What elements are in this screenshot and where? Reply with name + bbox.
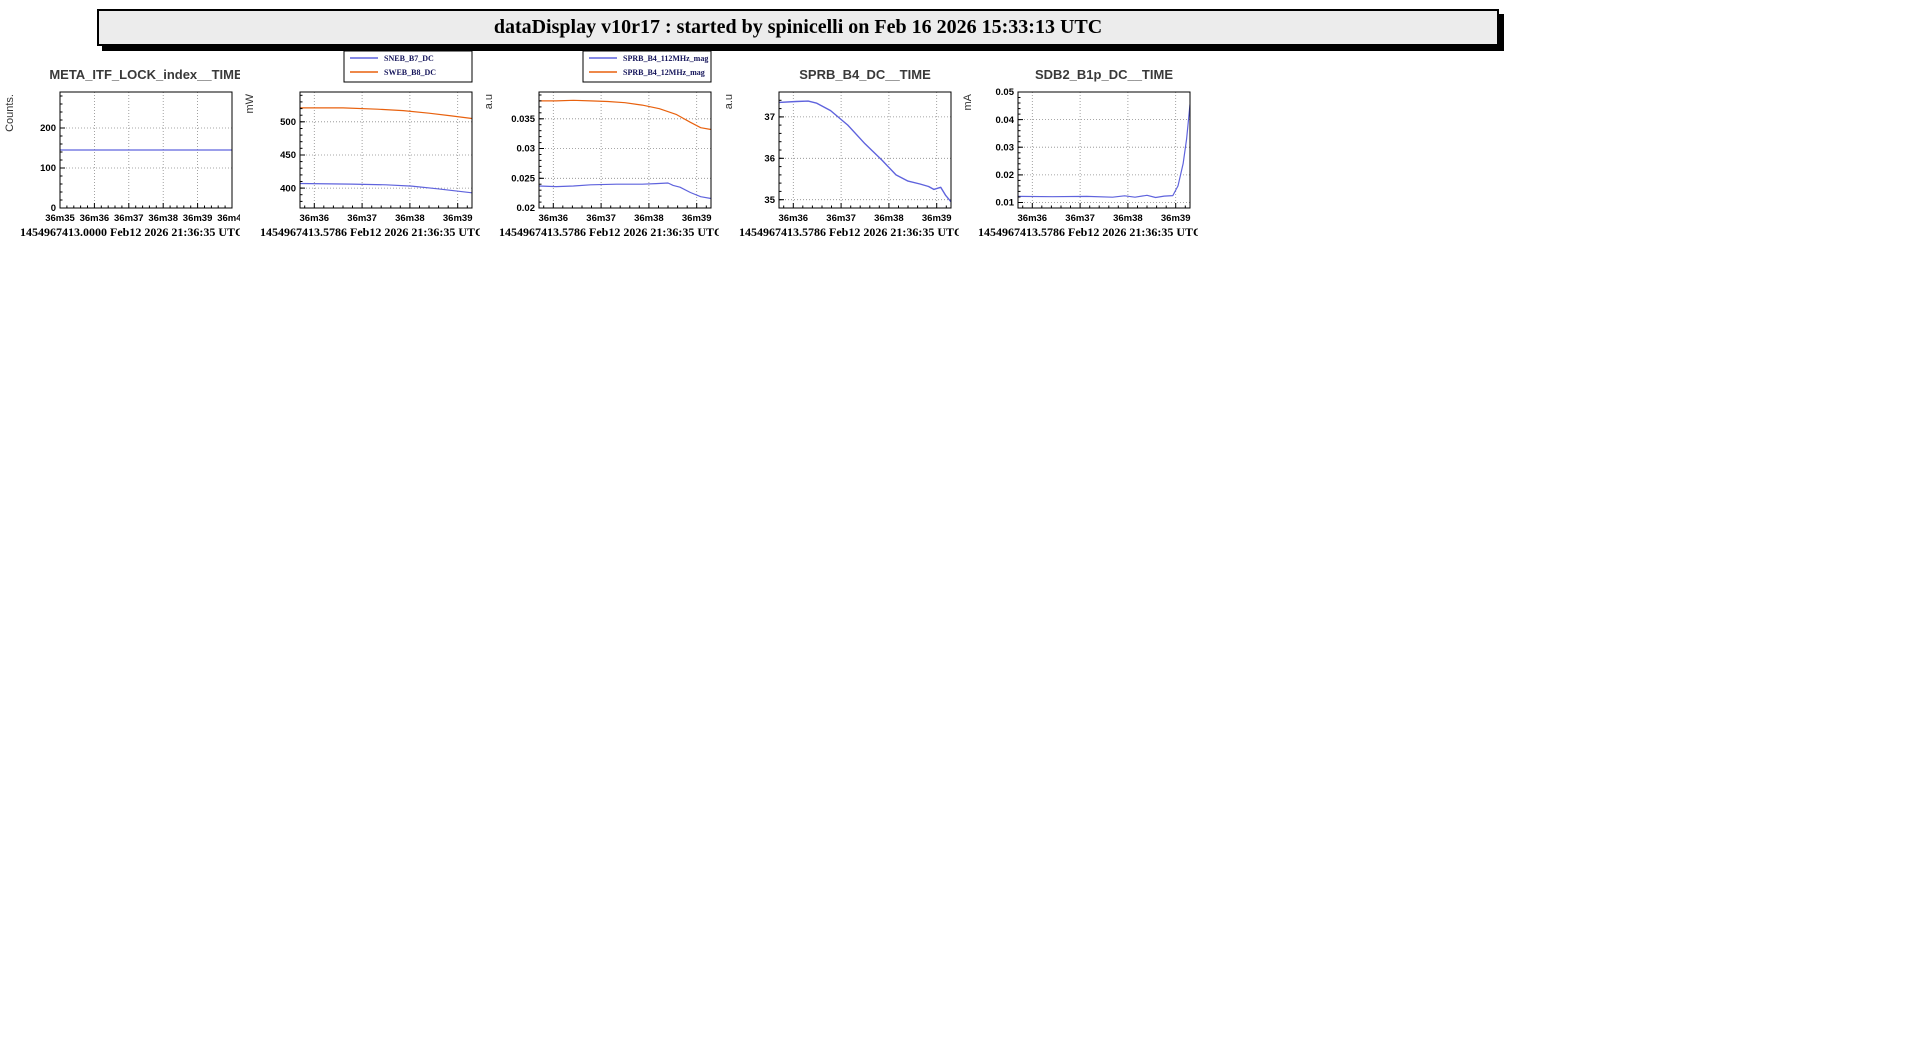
svg-text:36m35: 36m35 [45, 213, 75, 224]
plot-cell-sneb_b7_dc[interactable]: 36m36 36m37 36m38 36m39 400 450 500 mW SNEB_B7_D… [240, 48, 480, 248]
svg-text:1454967413.5786 Feb12 2026 21:: 1454967413.5786 Feb12 2026 21:36:35 UTC [739, 225, 959, 239]
svg-text:1454967413.5786 Feb12 2026 21:: 1454967413.5786 Feb12 2026 21:36:35 UTC [260, 225, 480, 239]
svg-text:450: 450 [280, 150, 296, 161]
plot-canvas: 36m36 36m37 36m38 36m39 0.01 0.02 0.03 0.04 0.05… [962, 67, 1198, 239]
svg-text:a.u: a.u [483, 94, 495, 109]
svg-text:0.03: 0.03 [517, 144, 536, 155]
svg-text:35: 35 [764, 195, 775, 206]
svg-text:37: 37 [764, 112, 775, 123]
svg-text:SPRB_B4_DC__TIME: SPRB_B4_DC__TIME [799, 67, 931, 82]
svg-text:36m36: 36m36 [778, 213, 808, 224]
svg-text:36m38: 36m38 [1113, 213, 1143, 224]
svg-text:36m36: 36m36 [539, 213, 569, 224]
svg-text:0.02: 0.02 [996, 170, 1015, 181]
plot-canvas: 36m36 36m37 36m38 36m39 35 36 37 a.u SPRB_B4_DC_… [723, 67, 959, 239]
svg-text:0.04: 0.04 [996, 115, 1015, 126]
svg-text:36: 36 [764, 154, 775, 165]
svg-text:0: 0 [51, 203, 56, 214]
svg-text:META_ITF_LOCK_index__TIME: META_ITF_LOCK_index__TIME [49, 67, 240, 82]
svg-text:200: 200 [40, 123, 56, 134]
svg-text:0.01: 0.01 [996, 198, 1015, 209]
svg-text:100: 100 [40, 163, 56, 174]
svg-text:mW: mW [244, 93, 256, 113]
svg-text:a.u: a.u [723, 94, 735, 109]
svg-text:36m36: 36m36 [80, 213, 110, 224]
svg-text:36m37: 36m37 [586, 213, 616, 224]
plot-cell-sprb_b4_112mhz_mag[interactable]: 36m36 36m37 36m38 36m39 0.02 0.025 0.03 0.035 a.… [479, 48, 719, 248]
svg-text:0.03: 0.03 [996, 142, 1015, 153]
window-title: dataDisplay v10r17 : started by spinicel… [493, 16, 1103, 38]
svg-text:Counts.: Counts. [4, 94, 16, 132]
svg-text:0.025: 0.025 [511, 174, 535, 185]
svg-text:SPRB_B4_12MHz_mag: SPRB_B4_12MHz_mag [623, 68, 705, 77]
plot-canvas: 36m36 36m37 36m38 36m39 400 450 500 mW SNEB_B7_D… [244, 50, 480, 239]
svg-text:0.05: 0.05 [996, 87, 1015, 98]
plot-cell-sprb_b4_dc__time[interactable]: 36m36 36m37 36m38 36m39 35 36 37 a.u SPRB_B4_DC_… [719, 48, 959, 248]
svg-text:36m36: 36m36 [299, 213, 329, 224]
svg-text:1454967413.0000 Feb12 2026 21:: 1454967413.0000 Feb12 2026 21:36:35 UTC [20, 225, 240, 239]
svg-text:36m36: 36m36 [1018, 213, 1048, 224]
svg-text:36m39: 36m39 [682, 213, 712, 224]
svg-text:36m38: 36m38 [874, 213, 904, 224]
svg-text:36m38: 36m38 [395, 213, 425, 224]
window-title-bar: dataDisplay v10r17 : started by spinicel… [97, 9, 1499, 46]
svg-text:36m39: 36m39 [183, 213, 213, 224]
svg-text:400: 400 [280, 183, 296, 194]
svg-text:36m37: 36m37 [1065, 213, 1095, 224]
svg-text:500: 500 [280, 117, 296, 128]
svg-text:SPRB_B4_112MHz_mag: SPRB_B4_112MHz_mag [623, 54, 708, 63]
svg-text:36m39: 36m39 [921, 213, 951, 224]
svg-text:0.035: 0.035 [511, 114, 535, 125]
svg-text:36m39: 36m39 [1161, 213, 1191, 224]
plot-canvas: 36m36 36m37 36m38 36m39 0.02 0.025 0.03 0.035 a.… [483, 50, 719, 239]
svg-text:36m37: 36m37 [114, 213, 144, 224]
plot-cell-sdb2_b1p_dc__time[interactable]: 36m36 36m37 36m38 36m39 0.01 0.02 0.03 0.04 0.05… [958, 48, 1198, 248]
svg-text:SDB2_B1p_DC__TIME: SDB2_B1p_DC__TIME [1035, 67, 1173, 82]
svg-text:mA: mA [962, 93, 974, 110]
svg-text:0.02: 0.02 [517, 203, 536, 214]
svg-text:36m38: 36m38 [634, 213, 664, 224]
svg-text:36m37: 36m37 [347, 213, 377, 224]
svg-text:36m37: 36m37 [826, 213, 856, 224]
svg-text:36m39: 36m39 [442, 213, 472, 224]
svg-text:SNEB_B7_DC: SNEB_B7_DC [384, 54, 434, 63]
svg-text:SWEB_B8_DC: SWEB_B8_DC [384, 68, 436, 77]
svg-text:1454967413.5786 Feb12 2026 21:: 1454967413.5786 Feb12 2026 21:36:35 UTC [499, 225, 719, 239]
svg-text:1454967413.5786 Feb12 2026 21:: 1454967413.5786 Feb12 2026 21:36:35 UTC [978, 225, 1198, 239]
svg-text:36m38: 36m38 [148, 213, 178, 224]
